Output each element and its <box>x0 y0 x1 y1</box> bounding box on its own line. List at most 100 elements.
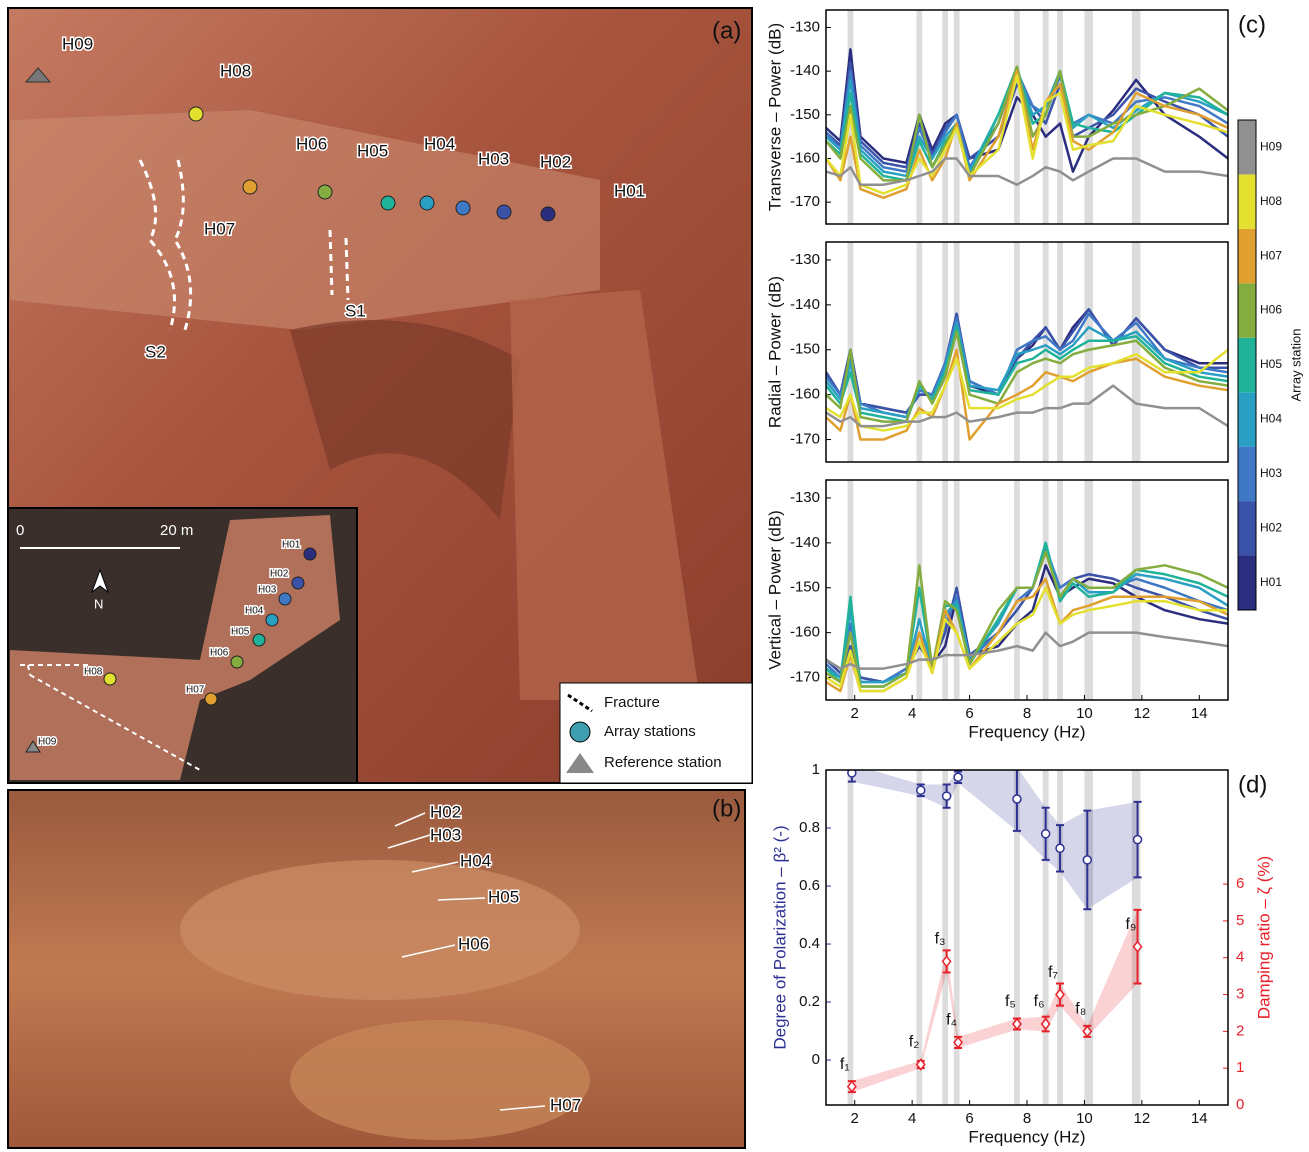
scale-label: 20 m <box>160 522 193 539</box>
spectrum-line <box>826 69 1228 200</box>
spectrum-line <box>826 326 1228 423</box>
y-tick-label: -160 <box>790 624 820 641</box>
colorbar-label: H03 <box>1260 466 1282 480</box>
station-label: H09 <box>38 737 57 748</box>
station-marker <box>455 200 471 216</box>
frequency-band <box>1131 480 1141 700</box>
y-axis-label: Vertical – Power (dB) <box>765 510 784 670</box>
station-label: H02 <box>270 569 289 580</box>
frequency-band <box>1084 242 1094 462</box>
station-label: H04 <box>424 134 455 153</box>
station-marker <box>103 672 117 686</box>
y2-tick-label: 6 <box>1236 875 1244 892</box>
mode-label: f₇ <box>1048 964 1058 981</box>
y-tick-label: -150 <box>790 579 820 596</box>
x-axis-label: Frequency (Hz) <box>968 722 1085 741</box>
colorbar-label: H09 <box>1260 139 1282 153</box>
y-tick-label: -130 <box>790 489 820 506</box>
plot-frame <box>825 9 1229 225</box>
y2-tick-label: 2 <box>1236 1022 1244 1039</box>
frequency-band <box>953 770 960 1105</box>
y-tick-label: -170 <box>790 669 820 686</box>
data-point <box>953 772 963 783</box>
data-point <box>1012 794 1022 804</box>
y2-axis-label: Damping ratio – ζ (%) <box>1254 856 1273 1019</box>
station-label: H03 <box>430 825 461 844</box>
data-point <box>1132 834 1143 845</box>
data-point <box>941 955 952 968</box>
x-tick-label: 6 <box>965 1110 973 1127</box>
series-group <box>846 770 1143 1094</box>
data-point <box>1055 843 1065 854</box>
frequency-band <box>1057 770 1063 1105</box>
y-tick-label: 0 <box>812 1051 820 1068</box>
spectrum-line <box>826 564 1228 684</box>
colorbar-swatch <box>1238 501 1256 556</box>
y-tick-label: -130 <box>790 251 820 268</box>
mode-label: f₁ <box>840 1056 850 1073</box>
frequency-band <box>1014 770 1020 1105</box>
frequency-band <box>1131 242 1141 462</box>
mode-label: f₅ <box>1005 993 1016 1010</box>
inset-fracture <box>20 664 201 771</box>
colorbar-swatch <box>1238 446 1256 502</box>
x-tick-label: 14 <box>1191 1110 1208 1127</box>
data-point <box>1082 855 1093 865</box>
y-tick-label: -170 <box>790 431 820 448</box>
y-tick-label: 0.4 <box>799 935 820 952</box>
spectrum-line <box>826 65 1228 182</box>
uncertainty-band <box>851 909 1138 1093</box>
colorbar-label: H06 <box>1260 303 1282 317</box>
data-point <box>1040 1017 1051 1031</box>
station-label: H01 <box>282 540 301 551</box>
station-label: H08 <box>84 667 103 678</box>
station-marker <box>380 195 396 211</box>
reference-marker <box>25 740 41 753</box>
mode-label: f₄ <box>946 1012 957 1029</box>
data-point <box>846 1080 857 1093</box>
station-label: H07 <box>550 1095 581 1114</box>
station-label: H02 <box>540 152 571 171</box>
y-tick-label: -140 <box>790 534 820 551</box>
y2-tick-label: 5 <box>1236 912 1244 929</box>
station-marker <box>188 106 204 122</box>
data-point <box>847 770 857 778</box>
station-label: H07 <box>204 219 235 238</box>
station-label: H03 <box>258 585 277 596</box>
y2-tick-label: 0 <box>1236 1096 1244 1113</box>
frequency-band <box>1014 10 1020 224</box>
x-tick-label: 8 <box>1023 705 1031 722</box>
legend-label: Fracture <box>604 694 660 711</box>
frequency-band <box>847 770 854 1105</box>
colorbar-frame <box>1237 119 1257 611</box>
fracture-label: S1 <box>345 301 366 320</box>
station-label: H06 <box>296 134 327 153</box>
colorbar-swatch <box>1238 120 1256 175</box>
plot-frame <box>825 479 1229 701</box>
frequency-band <box>942 10 949 224</box>
colorbar-title: Array station <box>1288 329 1303 402</box>
colorbar-label: H01 <box>1260 575 1282 589</box>
station-label: H07 <box>186 685 205 696</box>
series-group <box>826 48 1228 200</box>
spectrum-line <box>826 384 1228 428</box>
colorbar-swatch <box>1238 555 1256 610</box>
colorbar-swatch <box>1238 174 1256 229</box>
colorbar-label: H04 <box>1260 412 1282 426</box>
spectrum-line <box>826 157 1228 186</box>
legend-label: Reference station <box>604 754 722 771</box>
station-marker <box>265 613 279 627</box>
x-tick-label: 12 <box>1134 705 1151 722</box>
data-point <box>1132 940 1143 953</box>
y-tick-label: 0.6 <box>799 877 820 894</box>
colorbar-label: H05 <box>1260 357 1282 371</box>
station-marker <box>496 204 512 220</box>
station-marker <box>252 633 266 647</box>
station-label: H04 <box>245 606 264 617</box>
frequency-band <box>1084 10 1094 224</box>
frequency-band <box>1084 770 1094 1105</box>
data-point <box>953 1036 964 1049</box>
y-tick-label: -140 <box>790 62 820 79</box>
data-point <box>1055 988 1065 1001</box>
frequency-band <box>1084 480 1094 700</box>
